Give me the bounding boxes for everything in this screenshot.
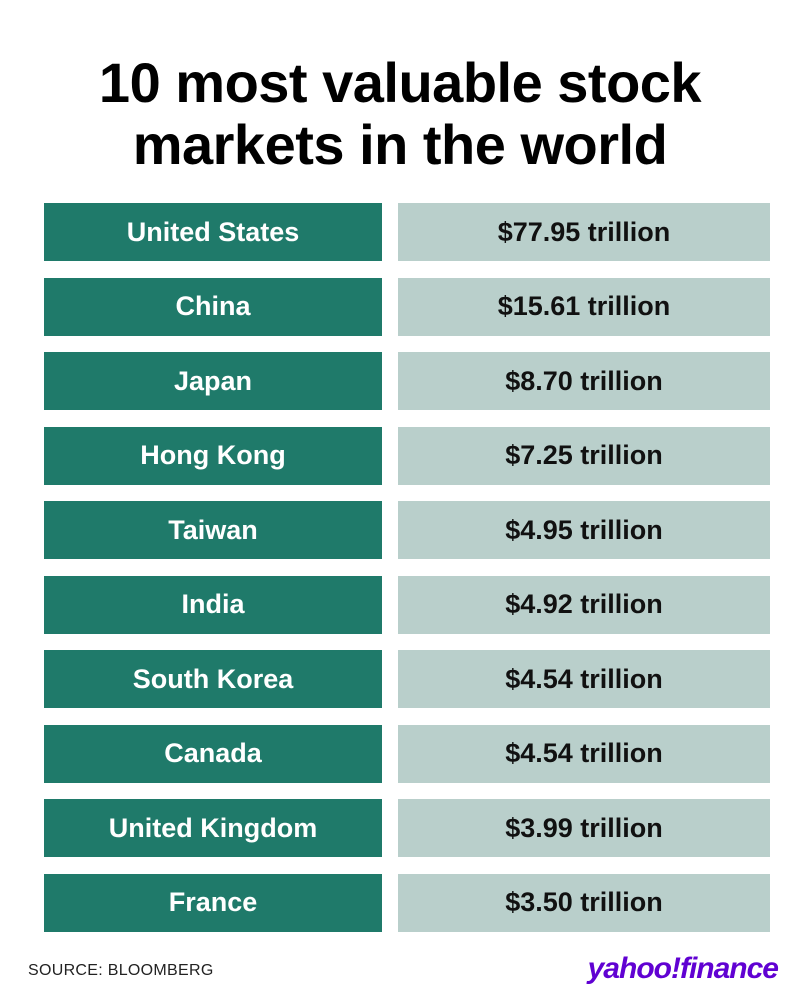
table-row: South Korea $4.54 trillion [44,650,770,708]
table-row: Japan $8.70 trillion [44,352,770,410]
title-line: markets in the world [132,113,668,176]
title-line: 10 most valuable stock [98,51,702,114]
country-cell: Taiwan [44,501,382,559]
value-cell: $77.95 trillion [398,203,770,261]
country-cell: India [44,575,382,634]
country-cell: Japan [44,352,382,410]
value-cell: $4.54 trillion [398,650,770,708]
country-cell: Hong Kong [44,426,382,485]
value-cell: $7.25 trillion [398,426,770,485]
country-cell: United Kingdom [44,799,382,857]
value-cell: $3.99 trillion [398,799,770,857]
country-cell: France [44,873,382,932]
source: SOURCE: BLOOMBERG [28,962,214,979]
country-cell: United States [44,203,382,261]
table-row: India $4.92 trillion [44,575,770,634]
table-row: United Kingdom $3.99 trillion [44,799,770,857]
value-cell: $4.95 trillion [398,501,770,559]
table-row: Canada $4.54 trillion [44,724,770,783]
title: 10 most valuable stock markets in the wor… [0,52,800,176]
value-cell: $8.70 trillion [398,352,770,410]
table-row: France $3.50 trillion [44,873,770,932]
table-row: China $15.61 trillion [44,277,770,336]
country-cell: China [44,277,382,336]
value-cell: $4.92 trillion [398,575,770,634]
value-cell: $15.61 trillion [398,277,770,336]
logo: yahoo!finance [587,952,779,985]
country-cell: South Korea [44,650,382,708]
value-cell: $3.50 trillion [398,873,770,932]
table-row: United States $77.95 trillion [44,203,770,261]
value-cell: $4.54 trillion [398,724,770,783]
table-row: Taiwan $4.95 trillion [44,501,770,559]
table-row: Hong Kong $7.25 trillion [44,426,770,485]
country-cell: Canada [44,724,382,783]
